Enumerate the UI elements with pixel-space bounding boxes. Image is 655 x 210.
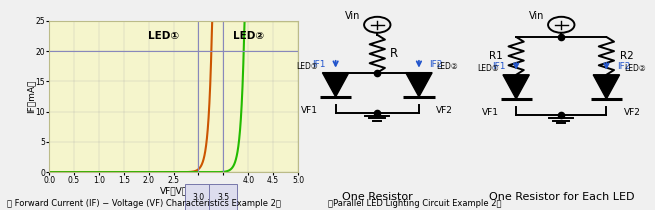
Polygon shape bbox=[405, 73, 432, 97]
Text: IF1: IF1 bbox=[312, 60, 325, 69]
Text: LED①: LED① bbox=[297, 62, 318, 71]
FancyBboxPatch shape bbox=[185, 184, 212, 210]
Text: 3.5: 3.5 bbox=[217, 193, 229, 202]
Text: LED①: LED① bbox=[477, 64, 499, 73]
Polygon shape bbox=[503, 75, 529, 99]
Text: LED②: LED② bbox=[624, 64, 646, 73]
Text: IF2: IF2 bbox=[617, 62, 630, 71]
Text: LED①: LED① bbox=[148, 31, 179, 41]
Text: IF2: IF2 bbox=[430, 60, 443, 69]
FancyBboxPatch shape bbox=[210, 184, 237, 210]
Polygon shape bbox=[322, 73, 349, 97]
Text: R1: R1 bbox=[489, 51, 502, 61]
Y-axis label: IF（mA）: IF（mA） bbox=[26, 80, 35, 113]
Polygon shape bbox=[593, 75, 620, 99]
Text: VF2: VF2 bbox=[624, 108, 641, 117]
Text: 【 Forward Current (IF) − Voltage (VF) Characteristics Example 2】: 【 Forward Current (IF) − Voltage (VF) Ch… bbox=[7, 199, 280, 208]
Text: Vin: Vin bbox=[345, 11, 361, 21]
Text: R2: R2 bbox=[620, 51, 634, 61]
Text: One Resistor: One Resistor bbox=[342, 192, 413, 202]
Text: VF1: VF1 bbox=[482, 108, 499, 117]
Text: LED②: LED② bbox=[436, 62, 458, 71]
Text: Vin: Vin bbox=[529, 11, 544, 21]
Text: IF1: IF1 bbox=[492, 62, 506, 71]
Text: LED②: LED② bbox=[233, 31, 264, 41]
Text: 【Parallel LED Lighting Circuit Example 2】: 【Parallel LED Lighting Circuit Example 2… bbox=[328, 199, 501, 208]
Text: 3.0: 3.0 bbox=[193, 193, 204, 202]
Text: R: R bbox=[390, 47, 398, 60]
Text: VF2: VF2 bbox=[436, 106, 453, 115]
X-axis label: VF（V）: VF（V） bbox=[160, 187, 187, 196]
Text: VF1: VF1 bbox=[301, 106, 318, 115]
Text: One Resistor for Each LED: One Resistor for Each LED bbox=[489, 192, 634, 202]
